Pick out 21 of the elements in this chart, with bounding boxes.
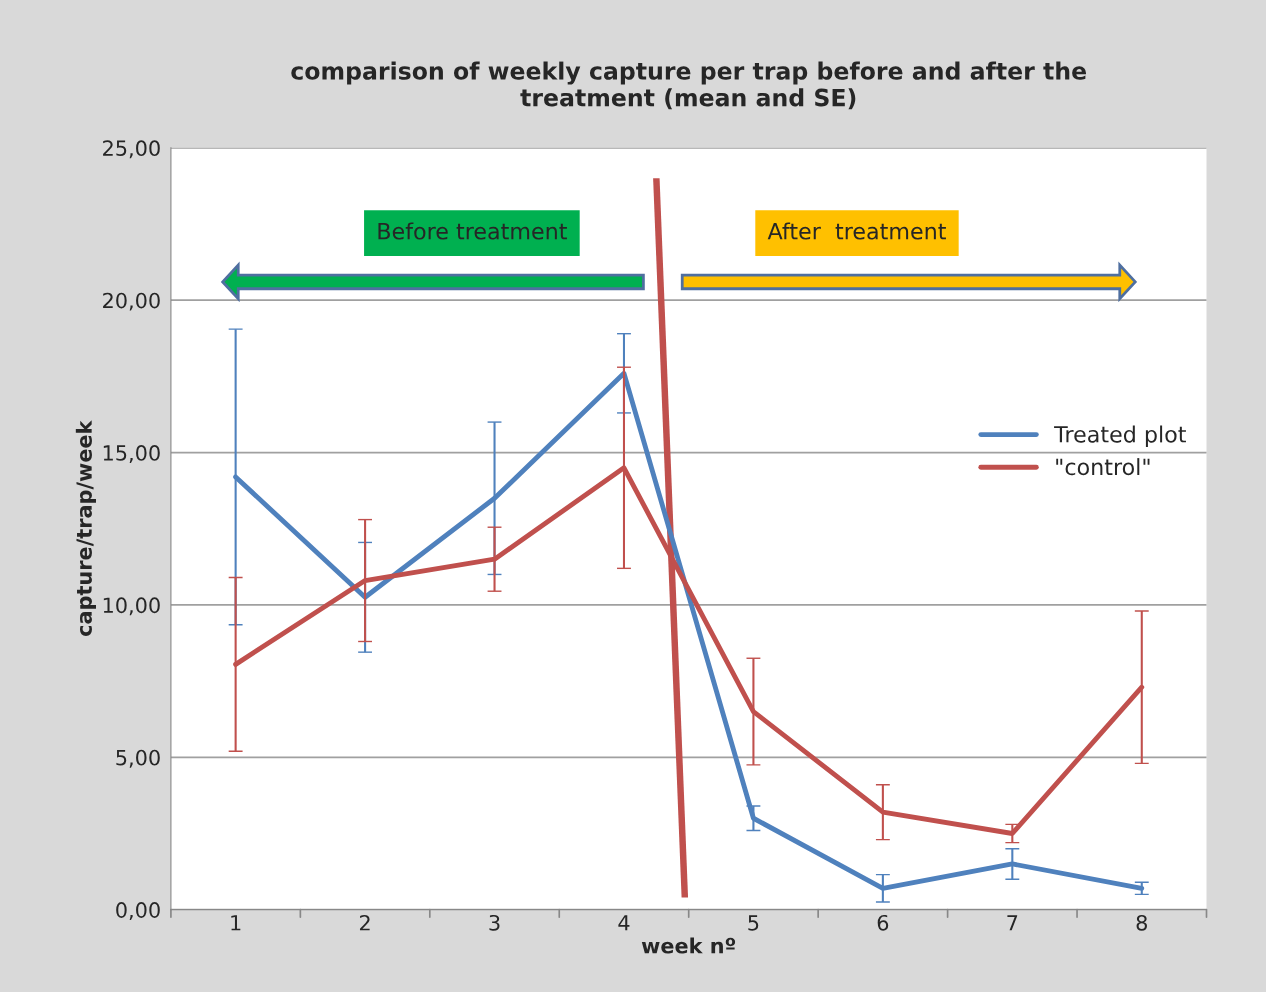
chart-title: comparison of weekly capture per trap before and after the treatment (mean and SE) <box>291 61 1086 110</box>
x-tick-label: 1 <box>231 915 241 931</box>
x-tick-label: 6 <box>877 914 889 931</box>
x-tick-label: 3 <box>489 914 500 931</box>
y-axis-title: capture/trap/week <box>75 420 96 636</box>
x-tick-label: 5 <box>748 915 759 931</box>
y-tick-label: 10,00 <box>103 597 160 616</box>
legend-label: Treated plot <box>1054 425 1186 447</box>
x-axis-title: week nº <box>641 937 736 954</box>
y-tick-label: 0,00 <box>116 902 160 920</box>
annotation: After treatment <box>767 222 946 240</box>
x-tick-label: 7 <box>1007 915 1018 931</box>
annotation: Before treatment <box>378 222 567 240</box>
x-tick-label: 8 <box>1136 914 1147 931</box>
y-tick-label: 25,00 <box>103 140 160 159</box>
y-tick-label: 15,00 <box>103 445 160 463</box>
y-tick-label: 20,00 <box>103 292 160 311</box>
x-tick-label: 2 <box>359 914 370 931</box>
x-tick-label: 4 <box>618 915 630 931</box>
y-tick-label: 5,00 <box>116 749 160 768</box>
legend-label: "control" <box>1056 458 1150 476</box>
